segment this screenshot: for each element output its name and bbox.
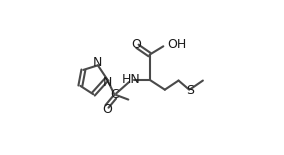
Text: N: N xyxy=(103,76,112,89)
Text: HN: HN xyxy=(122,73,141,86)
Text: O: O xyxy=(131,38,141,51)
Text: S: S xyxy=(186,84,194,97)
Text: O: O xyxy=(102,103,112,116)
Text: N: N xyxy=(92,56,102,69)
Text: OH: OH xyxy=(167,38,186,51)
Text: C: C xyxy=(110,88,119,101)
